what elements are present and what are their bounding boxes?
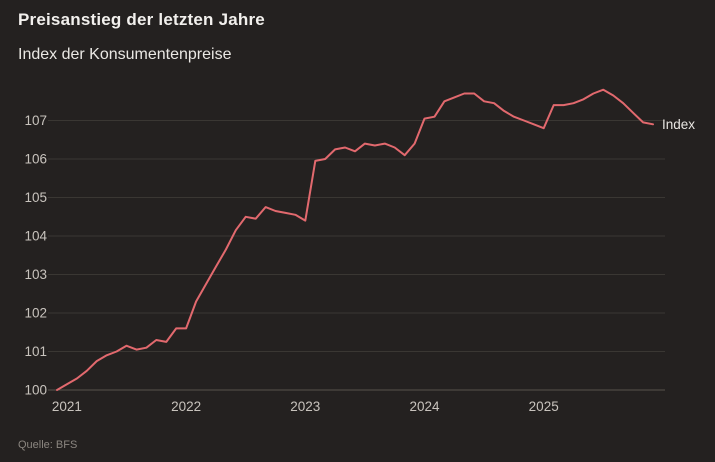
x-axis-label-2024: 2024 xyxy=(409,399,440,414)
y-axis-label-102: 102 xyxy=(24,306,47,321)
y-axis-label-103: 103 xyxy=(24,267,47,282)
y-axis-label-100: 100 xyxy=(24,383,47,398)
y-axis-label-106: 106 xyxy=(24,152,47,167)
x-axis-label-2022: 2022 xyxy=(171,399,201,414)
x-axis-label-2021: 2021 xyxy=(52,399,82,414)
y-axis-label-104: 104 xyxy=(24,229,47,244)
chart-title: Preisanstieg der letzten Jahre xyxy=(18,10,265,29)
series-label-index: Index xyxy=(662,117,695,132)
chart-subtitle: Index der Konsumentenpreise xyxy=(18,46,232,63)
y-axis-label-101: 101 xyxy=(24,344,47,359)
index-series-line xyxy=(56,88,654,391)
source-label: Quelle: BFS xyxy=(18,439,78,451)
y-axis-label-105: 105 xyxy=(24,190,47,205)
y-axis-label-107: 107 xyxy=(24,113,47,128)
x-axis-label-2023: 2023 xyxy=(290,399,320,414)
x-axis-label-2025: 2025 xyxy=(529,399,559,414)
